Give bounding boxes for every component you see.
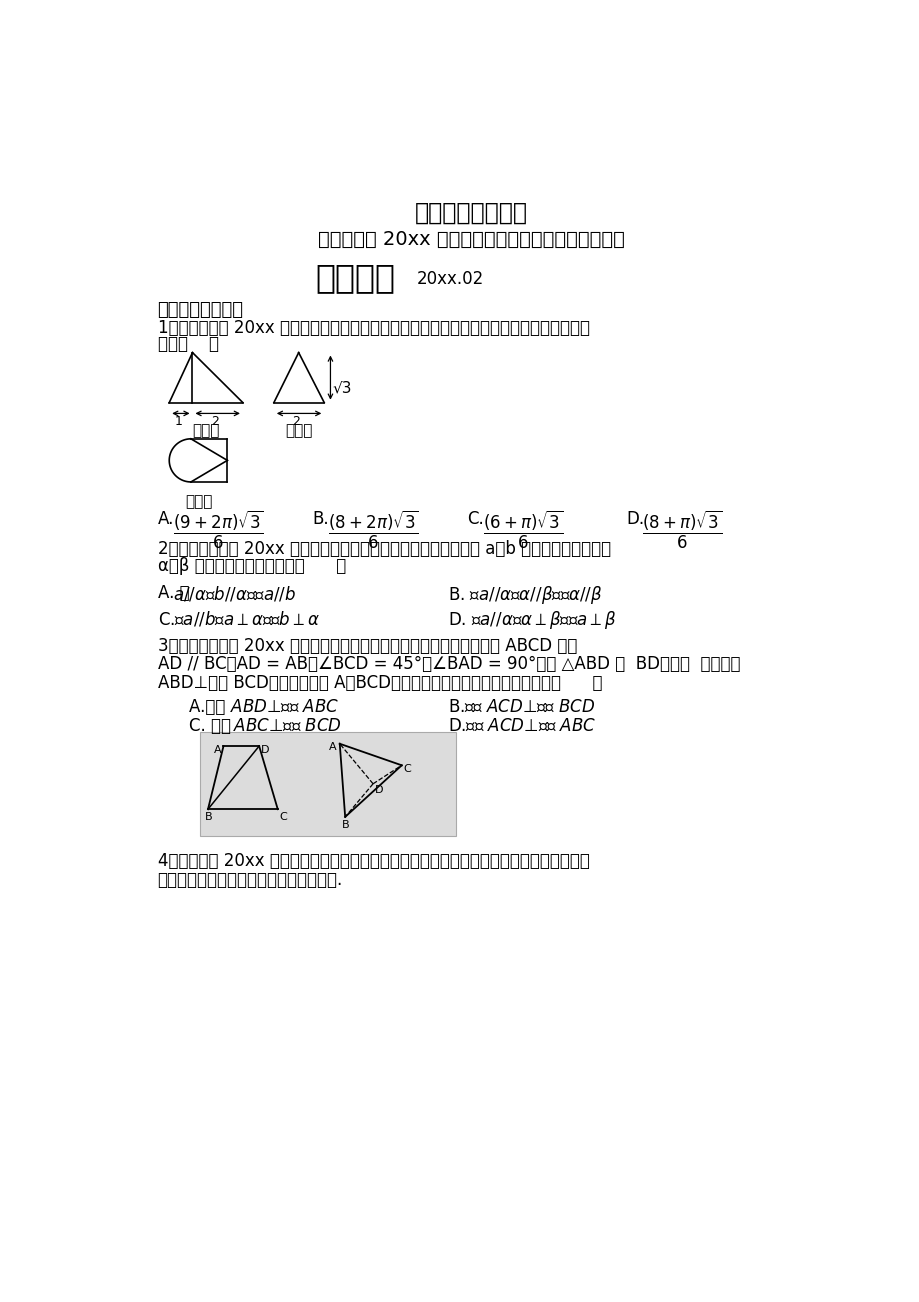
Text: A: A [329, 742, 336, 753]
Text: 正视图: 正视图 [192, 423, 219, 437]
Text: 2: 2 [292, 415, 300, 428]
Text: D.: D. [626, 510, 644, 529]
Text: 2: 2 [210, 415, 219, 428]
Text: B.: B. [312, 510, 329, 529]
Text: 一、选择、填空题: 一、选择、填空题 [157, 301, 244, 319]
Text: 20xx.02: 20xx.02 [417, 271, 484, 288]
Text: $ABC$⊥平面 $BCD$: $ABC$⊥平面 $BCD$ [233, 717, 341, 734]
Text: B: B [342, 820, 349, 829]
Text: C. 平面: C. 平面 [188, 717, 235, 734]
Text: 视图，则该几何体的体积为＿＿＿＿＿＿.: 视图，则该几何体的体积为＿＿＿＿＿＿. [157, 871, 343, 889]
Text: A. 若​: A. 若​ [157, 585, 189, 603]
Text: B.平面 $ACD$⊥平面 $BCD$: B.平面 $ACD$⊥平面 $BCD$ [448, 698, 596, 716]
Text: 1: 1 [175, 415, 182, 428]
Text: B: B [205, 812, 212, 823]
Text: C: C [279, 812, 287, 823]
Text: AD // BC，AD = AB，∠BCD = 45°，∠BAD = 90°，将 △ABD 沿  BD折起，  使得平面: AD // BC，AD = AB，∠BCD = 45°，∠BAD = 90°，将… [157, 655, 739, 673]
Text: ABD⊥平面 BCD，构成四面体 A－BCD，则在四面体中，下列说法正确的是（      ）: ABD⊥平面 BCD，构成四面体 A－BCD，则在四面体中，下列说法正确的是（ … [157, 673, 601, 691]
Text: 2、（赣吉抚七校 20xx 届高三阶段性教学质量监测考试（二））设 a，b 是两条不同的直线，: 2、（赣吉抚七校 20xx 届高三阶段性教学质量监测考试（二））设 a，b 是两… [157, 540, 610, 557]
Text: 江西省各地 20xx 届高三最新考试数学理试题分类汇编: 江西省各地 20xx 届高三最新考试数学理试题分类汇编 [318, 230, 624, 249]
Text: C.: C. [467, 510, 483, 529]
Text: $\dfrac{(8+2\pi)\sqrt{3}}{6}$: $\dfrac{(8+2\pi)\sqrt{3}}{6}$ [328, 509, 418, 551]
Text: A.: A. [157, 510, 174, 529]
Text: α，β 是两个不同的平面，则（      ）: α，β 是两个不同的平面，则（ ） [157, 557, 346, 574]
Text: $a//\alpha$，$b//\alpha$，则$a//b$: $a//\alpha$，$b//\alpha$，则$a//b$ [173, 585, 296, 603]
Text: √3: √3 [333, 380, 352, 396]
Bar [200, 732, 456, 836]
Text: $\dfrac{(6+\pi)\sqrt{3}}{6}$: $\dfrac{(6+\pi)\sqrt{3}}{6}$ [482, 509, 562, 551]
Text: D: D [374, 785, 382, 796]
Text: A.平面: A.平面 [188, 698, 230, 716]
Text: 积为（    ）: 积为（ ） [157, 335, 219, 353]
Text: D.平面 $ACD$⊥平面 $ABC$: D.平面 $ACD$⊥平面 $ABC$ [448, 717, 596, 734]
Text: B. 若$a//\alpha$，$\alpha//\beta$，则$\alpha//\beta$: B. 若$a//\alpha$，$\alpha//\beta$，则$\alpha… [448, 585, 602, 607]
Text: 俯视图: 俯视图 [185, 495, 212, 509]
Text: 1、（红色七校 20xx 届高三第二次联考）一个几何体的三视图如图所示，则这个几何体的体: 1、（红色七校 20xx 届高三第二次联考）一个几何体的三视图如图所示，则这个几… [157, 319, 589, 337]
Text: D: D [260, 745, 269, 755]
Text: 立体几何: 立体几何 [315, 260, 395, 294]
Text: 4、（赣州市 20xx 届高三上学期期末考试）如图是一个正方体被切掉部分后所得几何体的三: 4、（赣州市 20xx 届高三上学期期末考试）如图是一个正方体被切掉部分后所得几… [157, 853, 589, 870]
Text: D. 若$a//\alpha$，$\alpha\perp\beta$，则$a\perp\beta$: D. 若$a//\alpha$，$\alpha\perp\beta$，则$a\p… [448, 609, 617, 631]
Text: $ABD$⊥平面 $ABC$: $ABD$⊥平面 $ABC$ [230, 698, 338, 716]
Text: 侧视图: 侧视图 [285, 423, 312, 437]
Text: $\dfrac{(9+2\pi)\sqrt{3}}{6}$: $\dfrac{(9+2\pi)\sqrt{3}}{6}$ [173, 509, 264, 551]
Text: 高考数学最新资料: 高考数学最新资料 [414, 201, 528, 225]
Text: C.若$a//b$，$a\perp\alpha$，则$b\perp\alpha$: C.若$a//b$，$a\perp\alpha$，则$b\perp\alpha$ [157, 609, 320, 628]
Text: C: C [403, 764, 411, 773]
Text: A: A [214, 745, 221, 755]
Text: 3、（赣中南五校 20xx 届高三下学期第一次联考）如图所示，在四边形 ABCD 中，: 3、（赣中南五校 20xx 届高三下学期第一次联考）如图所示，在四边形 ABCD… [157, 637, 576, 655]
Text: $\dfrac{(8+\pi)\sqrt{3}}{6}$: $\dfrac{(8+\pi)\sqrt{3}}{6}$ [641, 509, 721, 551]
